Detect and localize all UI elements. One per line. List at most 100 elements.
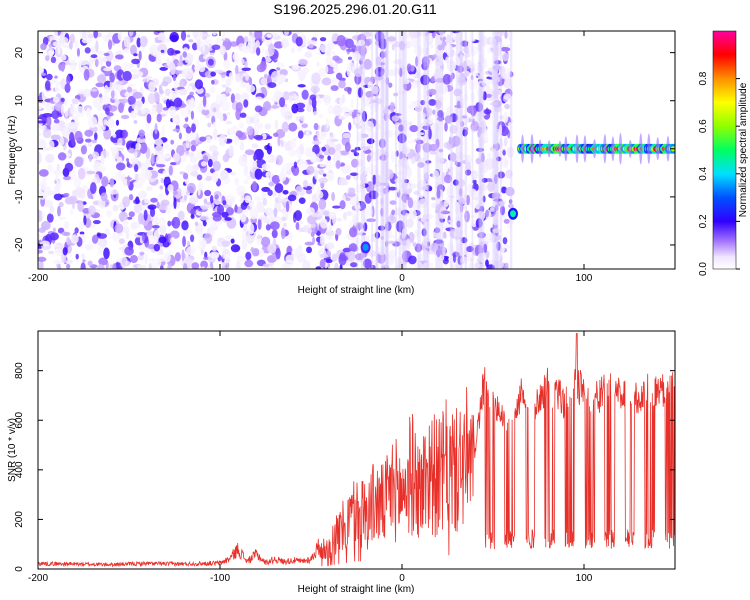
heatmap-cell	[191, 262, 200, 269]
heatmap-cell	[427, 88, 437, 96]
heatmap-cell	[326, 229, 334, 241]
heatmap-cell	[246, 232, 255, 245]
heatmap-cell	[230, 244, 241, 253]
snr-y-tick-label: 0	[14, 566, 25, 572]
heatmap-cell	[362, 97, 371, 105]
heatmap-cell	[363, 215, 369, 224]
heatmap-cell	[182, 235, 186, 247]
heatmap-cell	[309, 151, 317, 163]
heatmap-cell	[66, 263, 71, 269]
heatmap-cell	[481, 78, 490, 88]
heatmap-cell	[127, 95, 136, 105]
heatmap-streak	[423, 31, 427, 269]
heatmap-cell	[170, 139, 175, 145]
heatmap-cell	[219, 45, 226, 56]
heatmap-cell	[147, 204, 157, 210]
heatmap-cell	[118, 211, 128, 222]
heatmap-cell	[101, 176, 109, 187]
heatmap-cell	[145, 158, 151, 168]
colorbar-gradient	[712, 30, 737, 270]
heatmap-cell	[248, 202, 255, 208]
heatmap-cell	[69, 33, 76, 44]
heatmap-cell	[60, 104, 65, 116]
heatmap-cell	[269, 221, 280, 230]
heatmap-cell	[264, 123, 272, 130]
heatmap-cell	[109, 177, 115, 188]
heatmap-cell	[353, 68, 363, 78]
heatmap-cell	[274, 183, 284, 194]
heatmap-cell	[253, 153, 257, 161]
heatmap-cell	[288, 93, 293, 104]
heatmap-cell	[261, 163, 271, 171]
heatmap-cell	[443, 199, 450, 207]
heatmap-cell	[456, 100, 461, 109]
colorbar-tick-label: 0.6	[698, 119, 709, 133]
heatmap-cell	[172, 190, 178, 196]
heatmap-cell	[288, 233, 293, 242]
heatmap-cell	[56, 163, 61, 172]
heatmap-streak	[464, 31, 468, 269]
heatmap-cell	[38, 233, 41, 240]
heatmap-cell	[246, 175, 253, 180]
heatmap-cell	[355, 222, 364, 230]
heatmap-cell	[364, 120, 375, 132]
heatmap-cell	[55, 174, 59, 182]
heatmap-cell	[183, 172, 189, 180]
heatmap-cell	[285, 201, 290, 213]
heatmap-streak	[455, 31, 459, 269]
heatmap-band-spike	[575, 134, 579, 164]
heatmap-cell	[210, 102, 220, 113]
heatmap-cell	[252, 161, 258, 168]
heatmap-cell	[367, 164, 378, 176]
heatmap-cell	[160, 265, 164, 269]
heatmap-cell	[459, 201, 464, 213]
heatmap-streak	[459, 31, 463, 269]
heatmap-cell	[319, 43, 329, 53]
heatmap-cell	[222, 113, 228, 121]
heatmap-cell	[340, 163, 351, 174]
heatmap-cell	[327, 105, 334, 115]
heatmap-cell	[186, 104, 190, 108]
heatmap-cell	[277, 135, 281, 147]
heatmap-cell	[198, 64, 206, 73]
heatmap-cell	[343, 112, 350, 119]
heatmap-cell	[172, 74, 177, 82]
heatmap-cell	[165, 98, 171, 109]
heatmap-cell	[256, 47, 261, 56]
heatmap-cell	[418, 198, 429, 209]
heatmap-streak	[441, 31, 444, 269]
heatmap-streak	[381, 31, 385, 269]
heatmap-cell	[128, 194, 134, 201]
heatmap-cell	[273, 41, 284, 49]
heatmap-cell	[125, 158, 130, 162]
heatmap-cell	[225, 194, 236, 206]
heatmap-cell	[339, 200, 346, 210]
heatmap-cell	[200, 161, 207, 167]
heatmap-cell	[159, 185, 164, 190]
heatmap-cell	[190, 214, 195, 219]
heatmap-cell	[39, 240, 50, 247]
heatmap-cell	[40, 43, 47, 51]
heatmap-cell	[58, 201, 64, 208]
heatmap-cell	[336, 34, 346, 47]
heatmap-cell	[345, 175, 351, 180]
heatmap-cell	[472, 179, 477, 185]
heatmap-cell	[182, 51, 188, 58]
heatmap-cell	[473, 79, 478, 90]
heatmap-cell	[395, 150, 399, 157]
heatmap-cell	[158, 217, 166, 228]
colorbar-label: Normalized spectral amplitude	[738, 82, 749, 217]
heatmap-cell	[178, 132, 182, 140]
heatmap-streak	[380, 31, 384, 269]
heatmap-cell	[66, 236, 71, 246]
heatmap-cell	[100, 94, 111, 105]
heatmap-cell	[50, 134, 61, 141]
heatmap-band-spike	[530, 134, 534, 164]
heatmap-cell	[428, 98, 437, 106]
heatmap-cell	[357, 87, 363, 98]
heatmap-cell	[430, 44, 434, 49]
heatmap-cell	[147, 92, 156, 105]
heatmap-cell	[346, 210, 352, 216]
heatmap-cell	[167, 220, 172, 227]
heatmap-cell	[474, 212, 480, 218]
